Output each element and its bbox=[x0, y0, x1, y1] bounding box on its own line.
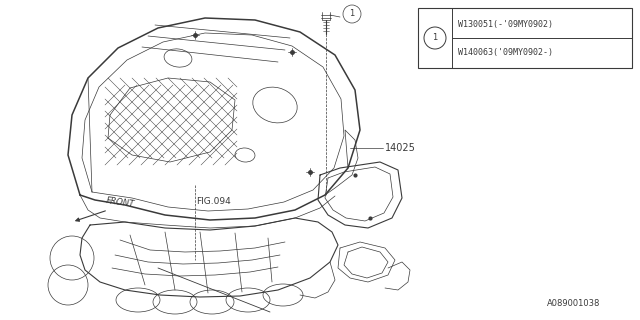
Text: 1: 1 bbox=[433, 34, 438, 43]
Text: FRONT: FRONT bbox=[106, 196, 136, 209]
Bar bbox=[418, 8, 632, 68]
Text: W140063('09MY0902-): W140063('09MY0902-) bbox=[458, 49, 553, 58]
Text: 14025: 14025 bbox=[385, 143, 416, 153]
Text: FIG.094: FIG.094 bbox=[196, 197, 231, 206]
Text: W130051(-'09MY0902): W130051(-'09MY0902) bbox=[458, 20, 553, 28]
Text: 1: 1 bbox=[349, 10, 355, 19]
Text: A089001038: A089001038 bbox=[547, 299, 600, 308]
